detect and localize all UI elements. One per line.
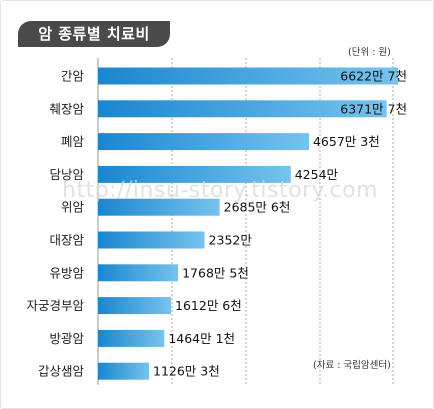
value-label: 4657만 3천 — [313, 134, 380, 149]
unit-note: (단위 : 원) — [348, 47, 391, 58]
value-label: 1126만 3천 — [153, 364, 220, 379]
bar — [98, 362, 150, 380]
value-label: 1768만 5천 — [182, 265, 249, 280]
category-label: 폐암 — [61, 134, 85, 149]
category-label: 간암 — [61, 69, 85, 84]
value-label: 6622만 7천 — [340, 69, 407, 84]
bar — [98, 67, 398, 85]
bars — [98, 67, 398, 380]
category-label: 대장암 — [49, 233, 84, 248]
bar — [98, 165, 291, 183]
bar — [98, 100, 387, 118]
category-label: 갑상샘암 — [38, 364, 85, 379]
bar — [98, 329, 165, 347]
category-label: 췌장암 — [49, 101, 84, 116]
category-label: 유방암 — [49, 265, 84, 280]
bar — [98, 297, 172, 315]
bar — [98, 198, 220, 216]
bar — [98, 231, 205, 249]
value-label: 1464만 1천 — [168, 331, 235, 346]
value-label: 6371만 7천 — [340, 101, 407, 116]
bar — [98, 133, 309, 151]
source-note: (자료 : 국립암센터) — [313, 360, 391, 371]
value-label: 2685만 6천 — [224, 200, 291, 215]
value-label: 2352만 — [209, 233, 253, 248]
value-labels: 6622만 7천 6371만 7천 4657만 3천 4254만 2685만 6천 235… — [153, 69, 407, 379]
value-label: 4254만 — [295, 167, 339, 182]
value-label: 1612만 6천 — [175, 298, 242, 313]
category-label: 방광암 — [49, 331, 84, 346]
category-label: 자궁경부암 — [26, 298, 84, 313]
chart-title: 암 종류별 치료비 — [18, 21, 170, 47]
category-label: 담낭암 — [49, 167, 84, 182]
category-label: 위암 — [61, 200, 85, 215]
bar — [98, 264, 179, 282]
